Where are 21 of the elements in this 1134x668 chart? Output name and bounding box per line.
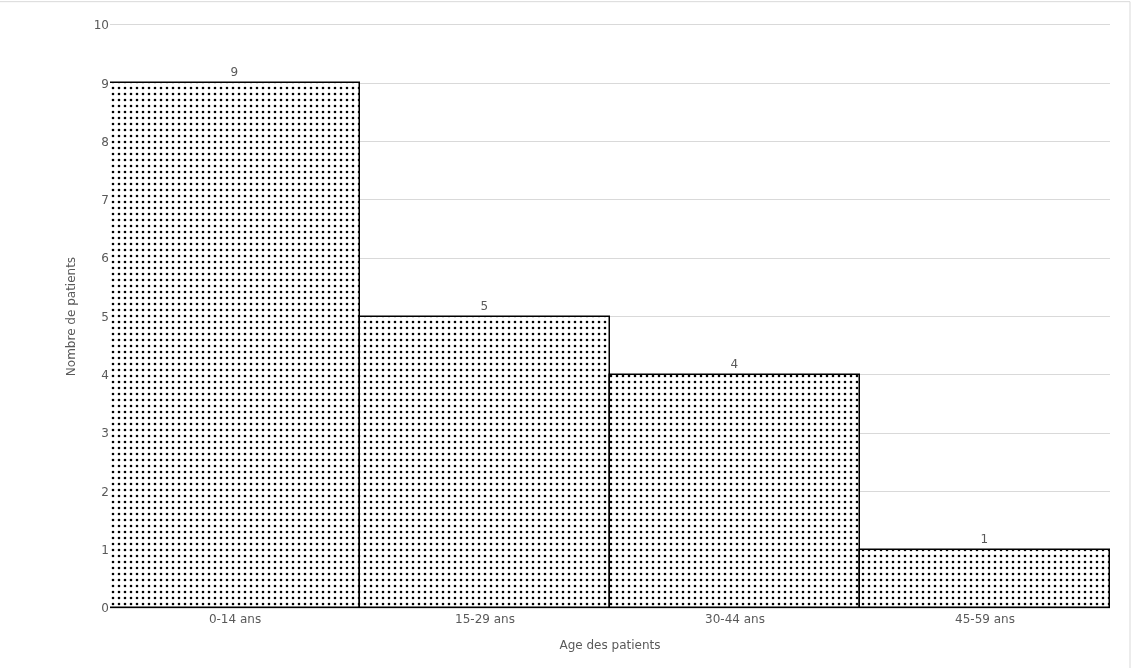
y-tick-label: 2 (101, 484, 109, 499)
data-label: 9 (230, 65, 239, 80)
x-tick-label: 15-29 ans (455, 612, 515, 627)
data-label: 5 (480, 299, 489, 314)
y-tick-label: 7 (101, 193, 109, 208)
x-tick-label: 45-59 ans (955, 612, 1015, 627)
x-tick-label: 0-14 ans (208, 612, 262, 627)
y-tick-label: 6 (101, 251, 109, 266)
x-tick-label: 30-44 ans (705, 612, 765, 627)
y-tick-label: 4 (101, 368, 109, 382)
x-axis-title: Age des patients (559, 638, 661, 653)
y-tick-label: 0 (101, 601, 109, 616)
data-label: 1 (980, 532, 989, 547)
y-tick-label: 3 (101, 426, 109, 441)
y-axis-title: Nombre de patients (64, 256, 79, 377)
y-tick-label: 10 (93, 18, 109, 33)
y-tick-label: 1 (101, 542, 109, 557)
data-label: 4 (730, 357, 739, 372)
y-tick-label: 9 (101, 76, 109, 91)
y-tick-label: 8 (101, 134, 109, 149)
y-tick-label: 5 (101, 309, 109, 324)
